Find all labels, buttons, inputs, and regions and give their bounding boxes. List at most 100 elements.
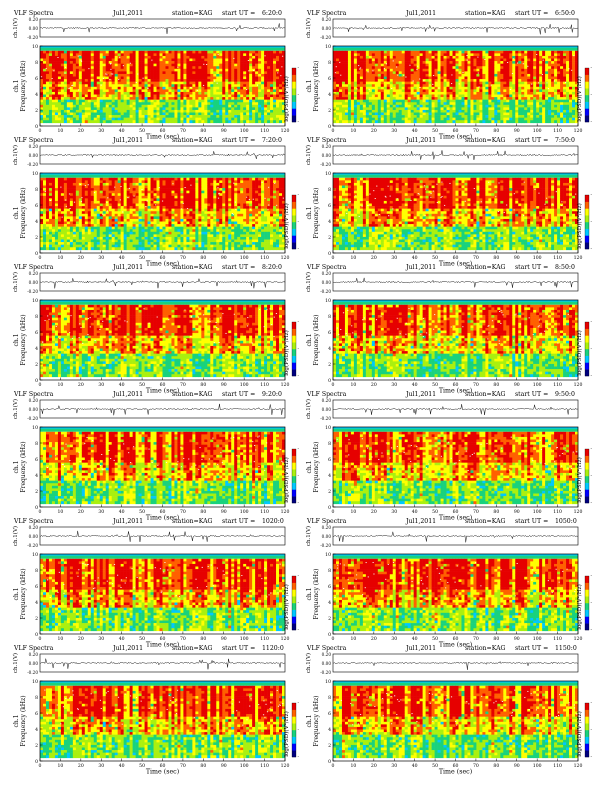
- spectrogram-cell: [168, 61, 171, 64]
- spectrogram-cell: [112, 102, 115, 105]
- spectrogram-cell: [151, 74, 154, 77]
- spectrogram-cell: [154, 89, 157, 92]
- spectrogram-cell: [252, 59, 255, 62]
- spectrogram-cell: [378, 61, 381, 64]
- spectrogram-cell: [133, 59, 136, 62]
- spectrogram-cell: [91, 51, 94, 54]
- spectrogram-cell: [207, 61, 210, 64]
- spectrogram-cell: [384, 71, 387, 74]
- spectrogram-cell: [482, 53, 485, 56]
- spectrogram-cell: [563, 105, 566, 108]
- spectrogram-cell: [273, 53, 276, 56]
- spectrogram-cell: [210, 100, 213, 103]
- spectrogram-cell: [49, 240, 52, 243]
- spectrogram-cell: [61, 64, 64, 67]
- spectrogram-cell: [348, 61, 351, 64]
- spectrogram-cell: [393, 53, 396, 56]
- spectrogram-cell: [58, 64, 61, 67]
- spectrogram-cell: [557, 118, 560, 121]
- spectrogram-cell: [279, 95, 282, 98]
- spectrogram-cell: [67, 79, 70, 82]
- spectrogram-cell: [264, 71, 267, 74]
- spectrogram-cell: [384, 115, 387, 118]
- spectrogram-cell: [357, 97, 360, 100]
- spectrogram-cell: [73, 102, 76, 105]
- spectrogram-cell: [572, 69, 575, 72]
- spectrogram-cell: [171, 77, 174, 80]
- spectrogram-cell: [142, 64, 145, 67]
- spectrogram-cell: [533, 89, 536, 92]
- spectrogram-cell: [503, 102, 506, 105]
- spectrogram-cell: [342, 105, 345, 108]
- spectrogram-cell: [423, 84, 426, 87]
- spectrogram-cell: [426, 51, 429, 54]
- spectrogram-cell: [390, 89, 393, 92]
- spectrogram-cell: [423, 59, 426, 62]
- spectrogram-cell: [157, 110, 160, 113]
- spectrogram-speck: [459, 83, 460, 84]
- spectrogram-cell: [118, 51, 121, 54]
- spectrogram-cell: [381, 79, 384, 82]
- spectrogram-cell: [533, 53, 536, 56]
- spectrogram-cell: [470, 66, 473, 69]
- spectrogram-cell: [115, 79, 118, 82]
- spectrogram-cell: [512, 102, 515, 105]
- spectrogram-cell: [470, 53, 473, 56]
- spectrogram-cell: [500, 71, 503, 74]
- spectrogram-cell: [109, 82, 112, 85]
- spectrogram-cell: [103, 61, 106, 64]
- spectrogram-cell: [180, 74, 183, 77]
- spectrogram-cell: [136, 102, 139, 105]
- spectrogram-cell: [369, 53, 372, 56]
- spectrogram-cell: [276, 59, 279, 62]
- spectrogram-cell: [405, 92, 408, 95]
- spectrogram-cell: [270, 115, 273, 118]
- spectrogram-cell: [554, 102, 557, 105]
- spectrogram-cell: [142, 118, 145, 121]
- spectrogram-cell: [255, 105, 258, 108]
- spectrogram-cell: [545, 97, 548, 100]
- spectrogram-cell: [548, 59, 551, 62]
- spectrogram-cell: [234, 77, 237, 80]
- spectrogram-cell: [240, 102, 243, 105]
- spectrogram-cell: [354, 110, 357, 113]
- spectrogram-cell: [527, 53, 530, 56]
- spectrogram-cell: [542, 51, 545, 54]
- spectrogram-cell: [246, 61, 249, 64]
- spectrogram-cell: [97, 64, 100, 67]
- spectrogram-cell: [195, 102, 198, 105]
- spectrogram-cell: [411, 95, 414, 98]
- spectrogram-cell: [497, 71, 500, 74]
- spectrogram-cell: [67, 120, 70, 123]
- spectrogram-cell: [429, 51, 432, 54]
- spectrogram-speck: [523, 63, 524, 64]
- spectrogram-cell: [569, 118, 572, 121]
- spectrogram-cell: [527, 107, 530, 110]
- spectrogram-cell: [566, 53, 569, 56]
- spectrogram-cell: [231, 74, 234, 77]
- spectrogram-cell: [536, 84, 539, 87]
- spectrogram-cell: [417, 92, 420, 95]
- spectrogram-cell: [378, 53, 381, 56]
- spectrogram-cell: [554, 113, 557, 116]
- spectrogram-cell: [276, 95, 279, 98]
- spectrogram-cell: [145, 79, 148, 82]
- spectrogram-cell: [542, 102, 545, 105]
- spectrogram-cell: [560, 74, 563, 77]
- spectrogram-cell: [94, 115, 97, 118]
- spectrogram-cell: [157, 105, 160, 108]
- spectrogram-cell: [450, 118, 453, 121]
- spectrogram-cell: [354, 120, 357, 123]
- spectrogram-cell: [441, 61, 444, 64]
- spectrogram-cell: [530, 69, 533, 72]
- spectrogram-cell: [94, 59, 97, 62]
- spectrogram-cell: [85, 110, 88, 113]
- spectrogram-cell: [186, 82, 189, 85]
- spectrogram-cell: [450, 105, 453, 108]
- spectrogram-cell: [369, 59, 372, 62]
- spectrogram-cell: [441, 56, 444, 59]
- spectrogram-cell: [276, 84, 279, 87]
- spectrogram-cell: [390, 84, 393, 87]
- spectrogram-cell: [97, 66, 100, 69]
- spectrogram-cell: [243, 95, 246, 98]
